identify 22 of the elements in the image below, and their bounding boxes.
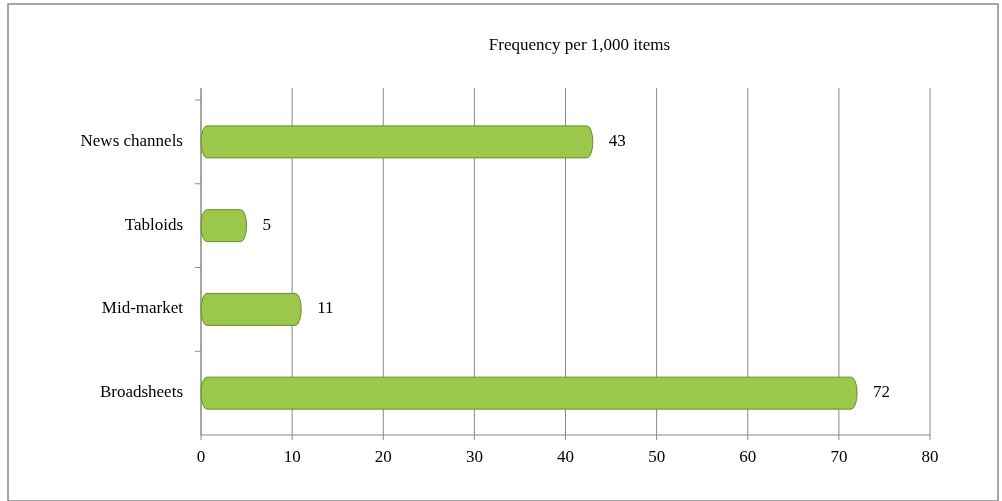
x-tick-label: 60 <box>739 447 757 466</box>
x-tick-label: 10 <box>283 447 301 466</box>
bar <box>200 125 594 159</box>
data-label: 5 <box>262 214 272 234</box>
y-tick-label: Tabloids <box>124 214 183 234</box>
data-label: 11 <box>317 298 334 318</box>
x-tick-label: 20 <box>374 447 392 466</box>
bar <box>200 209 248 243</box>
x-tick-label: 30 <box>465 447 483 466</box>
chart-title: Frequency per 1,000 items <box>488 35 671 54</box>
x-tick-label: 50 <box>648 447 666 466</box>
y-tick-label: Mid-market <box>101 298 184 318</box>
x-tick-label: 0 <box>196 447 206 466</box>
x-tick-label: 70 <box>830 447 848 466</box>
data-label: 43 <box>608 130 626 150</box>
data-label: 72 <box>873 382 891 402</box>
x-tick-label: 40 <box>557 447 574 466</box>
bar <box>200 376 858 410</box>
y-tick-label: News channels <box>80 130 183 150</box>
bar <box>200 292 302 326</box>
y-tick-label: Broadsheets <box>99 382 183 402</box>
x-tick-label: 80 <box>921 447 939 466</box>
